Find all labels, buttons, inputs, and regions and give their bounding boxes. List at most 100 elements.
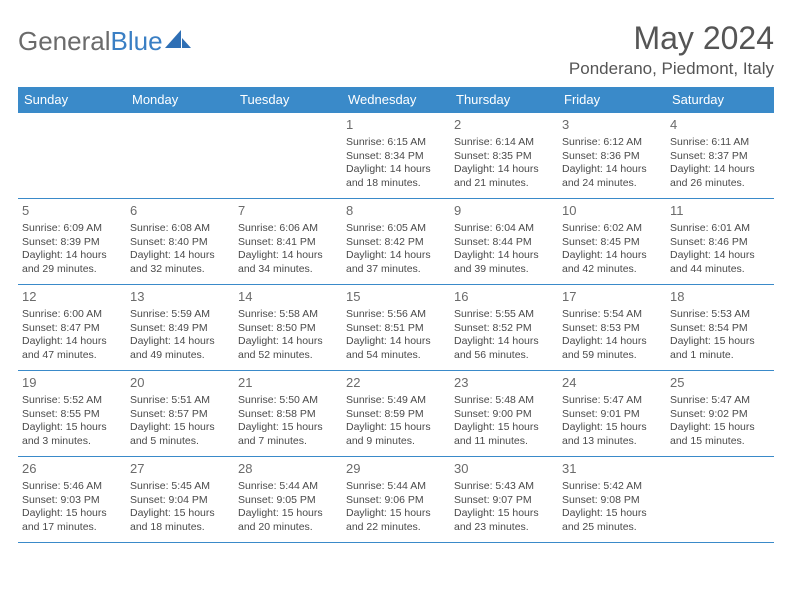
- daylight-text: Daylight: 15 hours: [346, 507, 446, 521]
- daylight-text: and 47 minutes.: [22, 349, 122, 363]
- daylight-text: Daylight: 15 hours: [562, 507, 662, 521]
- calendar-day-cell: 10Sunrise: 6:02 AMSunset: 8:45 PMDayligh…: [558, 199, 666, 285]
- day-number: 22: [346, 375, 446, 392]
- daylight-text: Daylight: 15 hours: [238, 421, 338, 435]
- day-number: 9: [454, 203, 554, 220]
- day-number: 27: [130, 461, 230, 478]
- sunset-text: Sunset: 9:06 PM: [346, 494, 446, 508]
- day-number: 31: [562, 461, 662, 478]
- day-number: 4: [670, 117, 770, 134]
- calendar-day-cell: 2Sunrise: 6:14 AMSunset: 8:35 PMDaylight…: [450, 113, 558, 199]
- calendar-week-row: 12Sunrise: 6:00 AMSunset: 8:47 PMDayligh…: [18, 285, 774, 371]
- sunrise-text: Sunrise: 6:04 AM: [454, 222, 554, 236]
- day-number: 1: [346, 117, 446, 134]
- sunrise-text: Sunrise: 5:45 AM: [130, 480, 230, 494]
- calendar-day-cell: [18, 113, 126, 199]
- sunset-text: Sunset: 8:55 PM: [22, 408, 122, 422]
- sunset-text: Sunset: 8:45 PM: [562, 236, 662, 250]
- daylight-text: and 23 minutes.: [454, 521, 554, 535]
- daylight-text: and 1 minute.: [670, 349, 770, 363]
- sunrise-text: Sunrise: 6:14 AM: [454, 136, 554, 150]
- day-number: 25: [670, 375, 770, 392]
- calendar-day-cell: 13Sunrise: 5:59 AMSunset: 8:49 PMDayligh…: [126, 285, 234, 371]
- weekday-header-row: Sunday Monday Tuesday Wednesday Thursday…: [18, 87, 774, 113]
- calendar-day-cell: 30Sunrise: 5:43 AMSunset: 9:07 PMDayligh…: [450, 457, 558, 543]
- daylight-text: Daylight: 14 hours: [454, 335, 554, 349]
- calendar-day-cell: 24Sunrise: 5:47 AMSunset: 9:01 PMDayligh…: [558, 371, 666, 457]
- sunrise-text: Sunrise: 5:52 AM: [22, 394, 122, 408]
- sunset-text: Sunset: 9:08 PM: [562, 494, 662, 508]
- sunset-text: Sunset: 9:07 PM: [454, 494, 554, 508]
- calendar-day-cell: 16Sunrise: 5:55 AMSunset: 8:52 PMDayligh…: [450, 285, 558, 371]
- daylight-text: Daylight: 14 hours: [22, 335, 122, 349]
- calendar-day-cell: 29Sunrise: 5:44 AMSunset: 9:06 PMDayligh…: [342, 457, 450, 543]
- daylight-text: Daylight: 14 hours: [346, 163, 446, 177]
- sunrise-text: Sunrise: 5:44 AM: [238, 480, 338, 494]
- daylight-text: and 42 minutes.: [562, 263, 662, 277]
- sunset-text: Sunset: 8:42 PM: [346, 236, 446, 250]
- daylight-text: and 21 minutes.: [454, 177, 554, 191]
- daylight-text: and 44 minutes.: [670, 263, 770, 277]
- daylight-text: Daylight: 15 hours: [670, 335, 770, 349]
- daylight-text: and 11 minutes.: [454, 435, 554, 449]
- sunset-text: Sunset: 9:01 PM: [562, 408, 662, 422]
- day-number: 12: [22, 289, 122, 306]
- day-number: 19: [22, 375, 122, 392]
- day-number: 2: [454, 117, 554, 134]
- daylight-text: Daylight: 14 hours: [562, 163, 662, 177]
- sunrise-text: Sunrise: 5:42 AM: [562, 480, 662, 494]
- calendar-day-cell: 26Sunrise: 5:46 AMSunset: 9:03 PMDayligh…: [18, 457, 126, 543]
- sunrise-text: Sunrise: 5:54 AM: [562, 308, 662, 322]
- calendar-day-cell: [126, 113, 234, 199]
- sunrise-text: Sunrise: 5:59 AM: [130, 308, 230, 322]
- sunrise-text: Sunrise: 6:01 AM: [670, 222, 770, 236]
- day-number: 3: [562, 117, 662, 134]
- calendar-day-cell: 7Sunrise: 6:06 AMSunset: 8:41 PMDaylight…: [234, 199, 342, 285]
- daylight-text: Daylight: 14 hours: [130, 335, 230, 349]
- day-number: 10: [562, 203, 662, 220]
- calendar-day-cell: [666, 457, 774, 543]
- sail-icon: [165, 26, 191, 57]
- sunrise-text: Sunrise: 6:02 AM: [562, 222, 662, 236]
- daylight-text: Daylight: 15 hours: [238, 507, 338, 521]
- daylight-text: and 7 minutes.: [238, 435, 338, 449]
- sunset-text: Sunset: 8:59 PM: [346, 408, 446, 422]
- location-label: Ponderano, Piedmont, Italy: [569, 59, 774, 79]
- daylight-text: and 15 minutes.: [670, 435, 770, 449]
- daylight-text: and 26 minutes.: [670, 177, 770, 191]
- weekday-header: Monday: [126, 87, 234, 113]
- day-number: 29: [346, 461, 446, 478]
- calendar-day-cell: 14Sunrise: 5:58 AMSunset: 8:50 PMDayligh…: [234, 285, 342, 371]
- calendar-day-cell: 12Sunrise: 6:00 AMSunset: 8:47 PMDayligh…: [18, 285, 126, 371]
- sunset-text: Sunset: 8:52 PM: [454, 322, 554, 336]
- brand-logo: GeneralBlue: [18, 20, 191, 57]
- sunrise-text: Sunrise: 6:05 AM: [346, 222, 446, 236]
- calendar-day-cell: 31 Sunrise: 5:42 AMSunset: 9:08 PMDayligh…: [558, 457, 666, 543]
- calendar-day-cell: 27Sunrise: 5:45 AMSunset: 9:04 PMDayligh…: [126, 457, 234, 543]
- sunset-text: Sunset: 9:05 PM: [238, 494, 338, 508]
- day-number: 21: [238, 375, 338, 392]
- daylight-text: and 13 minutes.: [562, 435, 662, 449]
- sunset-text: Sunset: 9:04 PM: [130, 494, 230, 508]
- calendar-day-cell: 20Sunrise: 5:51 AMSunset: 8:57 PMDayligh…: [126, 371, 234, 457]
- brand-part1: General: [18, 26, 111, 57]
- daylight-text: Daylight: 15 hours: [670, 421, 770, 435]
- sunset-text: Sunset: 8:37 PM: [670, 150, 770, 164]
- daylight-text: and 56 minutes.: [454, 349, 554, 363]
- sunrise-text: Sunrise: 6:15 AM: [346, 136, 446, 150]
- sunrise-text: Sunrise: 6:00 AM: [22, 308, 122, 322]
- sunset-text: Sunset: 8:39 PM: [22, 236, 122, 250]
- day-number: 5: [22, 203, 122, 220]
- daylight-text: Daylight: 14 hours: [238, 249, 338, 263]
- daylight-text: and 3 minutes.: [22, 435, 122, 449]
- calendar-week-row: 1Sunrise: 6:15 AMSunset: 8:34 PMDaylight…: [18, 113, 774, 199]
- calendar-day-cell: 18Sunrise: 5:53 AMSunset: 8:54 PMDayligh…: [666, 285, 774, 371]
- weekday-header: Saturday: [666, 87, 774, 113]
- weekday-header: Sunday: [18, 87, 126, 113]
- sunrise-text: Sunrise: 6:08 AM: [130, 222, 230, 236]
- calendar-day-cell: 17Sunrise: 5:54 AMSunset: 8:53 PMDayligh…: [558, 285, 666, 371]
- sunset-text: Sunset: 8:40 PM: [130, 236, 230, 250]
- sunset-text: Sunset: 8:41 PM: [238, 236, 338, 250]
- daylight-text: and 52 minutes.: [238, 349, 338, 363]
- daylight-text: and 59 minutes.: [562, 349, 662, 363]
